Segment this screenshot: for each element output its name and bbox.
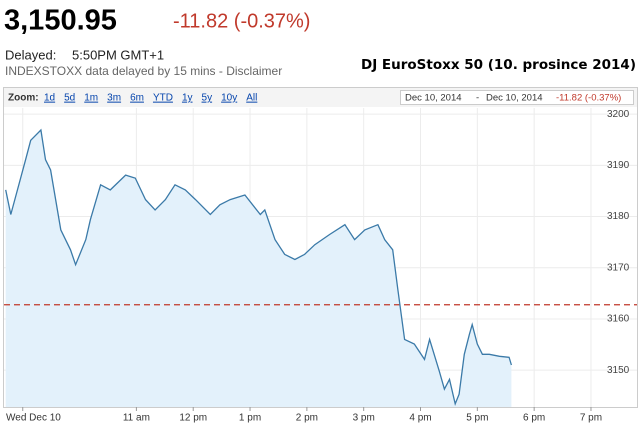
x-tick-label: 11 am <box>123 413 150 424</box>
delayed-label: Delayed: <box>5 47 56 62</box>
zoom-option[interactable]: 5y <box>202 93 213 104</box>
x-tick-label: 12 pm <box>179 413 207 424</box>
x-tick-label: 4 pm <box>409 413 431 424</box>
x-tick-label: 2 pm <box>296 413 318 424</box>
zoom-option[interactable]: 1m <box>84 93 98 104</box>
y-tick-label: 3160 <box>607 314 630 325</box>
y-tick-label: 3170 <box>607 262 630 273</box>
delayed-time: 5:50PM GMT+1 <box>72 47 164 62</box>
area-fill <box>5 130 512 407</box>
x-tick-label: 5 pm <box>466 413 488 424</box>
range-separator: - <box>476 93 479 104</box>
price-line <box>5 128 513 407</box>
range-start: Dec 10, 2014 <box>405 93 462 104</box>
range-end: Dec 10, 2014 <box>486 93 543 104</box>
x-tick-label: 6 pm <box>523 413 545 424</box>
y-tick-label: 3200 <box>607 109 630 120</box>
y-tick-label: 3190 <box>607 160 630 171</box>
y-tick-label: 3180 <box>607 211 630 222</box>
zoom-option[interactable]: 5d <box>64 93 75 104</box>
x-tick-label: 7 pm <box>580 413 602 424</box>
zoom-option[interactable]: All <box>246 93 257 104</box>
price-change: -11.82 (-0.37%) <box>173 10 310 32</box>
range-box <box>400 90 634 105</box>
x-tick-label: 3 pm <box>353 413 375 424</box>
zoom-option[interactable]: 1y <box>182 93 193 104</box>
x-tick-label: 1 pm <box>239 413 261 424</box>
zoom-option[interactable]: 3m <box>107 93 121 104</box>
zoom-label: Zoom: <box>8 93 39 104</box>
y-tick-label: 3150 <box>607 365 630 376</box>
x-tick-label: Wed Dec 10 <box>6 413 61 424</box>
price: 3,150.95 <box>4 5 117 37</box>
zoom-option[interactable]: YTD <box>153 93 173 104</box>
annotation: DJ EuroStoxx 50 (10. prosince 2014) <box>361 57 636 73</box>
range-change: -11.82 (-0.37%) <box>556 93 621 104</box>
zoom-option[interactable]: 10y <box>221 93 237 104</box>
zoom-option[interactable]: 1d <box>44 93 55 104</box>
zoom-option[interactable]: 6m <box>130 93 144 104</box>
delay-note[interactable]: INDEXSTOXX data delayed by 15 mins - Dis… <box>5 64 282 78</box>
